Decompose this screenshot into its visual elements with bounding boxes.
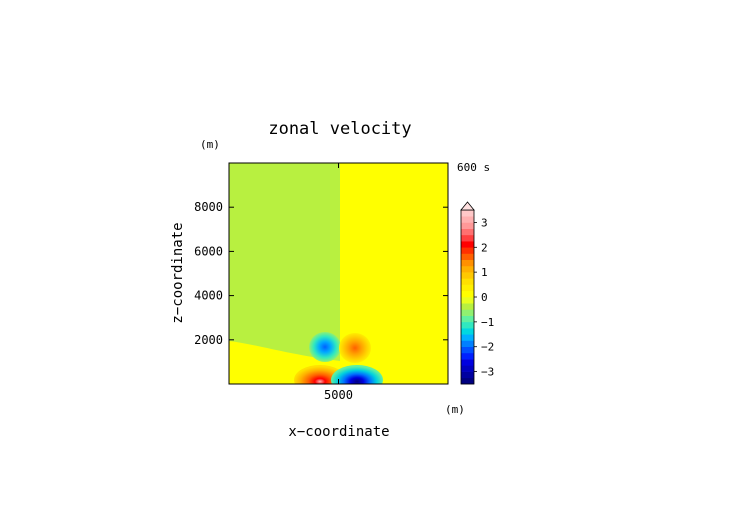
y-axis-title: z−coordinate [170, 222, 186, 323]
colorbar-swatch [461, 210, 474, 217]
colorbar-swatch [461, 315, 474, 323]
colorbar-swatch [461, 309, 474, 316]
colorbar-extend-arrow [460, 201, 475, 211]
colorbar-swatch [461, 365, 474, 372]
x-tick-label: 5000 [324, 388, 353, 402]
colorbar-swatch [461, 253, 474, 261]
colorbar-swatch [461, 284, 474, 292]
colorbar-tick-label: 1 [481, 266, 488, 279]
y-tick-label: 4000 [194, 289, 223, 303]
colorbar: −3 −2 −1 0 1 2 3 [460, 201, 494, 385]
colorbar-swatch [461, 359, 474, 366]
lower-negative-core [331, 365, 383, 384]
colorbar-swatch [461, 234, 474, 242]
y-tick-label: 2000 [194, 333, 223, 347]
upper-negative-lobe [309, 332, 341, 362]
colorbar-swatch [461, 247, 474, 254]
colorbar-swatch [461, 297, 474, 304]
colorbar-swatch [461, 321, 474, 329]
plot-area [229, 163, 448, 384]
colorbar-swatch [461, 216, 474, 223]
colorbar-swatch [461, 265, 474, 273]
colorbar-swatch [461, 377, 474, 385]
colorbar-swatch [461, 228, 474, 236]
colorbar-swatch [461, 241, 474, 248]
colorbar-swatch [461, 346, 474, 354]
near-surface-band [229, 341, 448, 384]
colorbar-tick-label: 0 [481, 291, 488, 304]
x-axis-title: x−coordinate [288, 424, 389, 440]
colorbar-swatch [461, 334, 474, 341]
chart-title: zonal velocity [268, 119, 411, 139]
colorbar-swatch [461, 272, 474, 279]
colorbar-tick-label: 2 [481, 241, 488, 254]
time-label: 600 s [457, 161, 490, 174]
y-tick-label: 6000 [194, 244, 223, 258]
colorbar-tick-label: −1 [481, 316, 494, 329]
colorbar-tick-label: −2 [481, 341, 494, 354]
y-unit-label: (m) [200, 138, 220, 151]
colorbar-swatch [461, 328, 474, 335]
colorbar-swatch [461, 222, 474, 229]
colorbar-swatch [461, 303, 474, 310]
colorbar-tick-label: −3 [481, 366, 494, 379]
axes: 2000 4000 6000 8000 5000 [194, 163, 448, 402]
colorbar-swatch [461, 259, 474, 267]
y-tick-label: 8000 [194, 200, 223, 214]
upper-positive-lobe [339, 333, 371, 363]
colorbar-swatch [461, 278, 474, 285]
colorbar-swatch [461, 352, 474, 360]
colorbar-tick-label: 3 [481, 216, 488, 229]
colorbar-swatch [461, 340, 474, 348]
x-unit-label: (m) [445, 403, 465, 416]
colorbar-swatch [461, 290, 474, 298]
colorbar-swatch [461, 371, 474, 379]
